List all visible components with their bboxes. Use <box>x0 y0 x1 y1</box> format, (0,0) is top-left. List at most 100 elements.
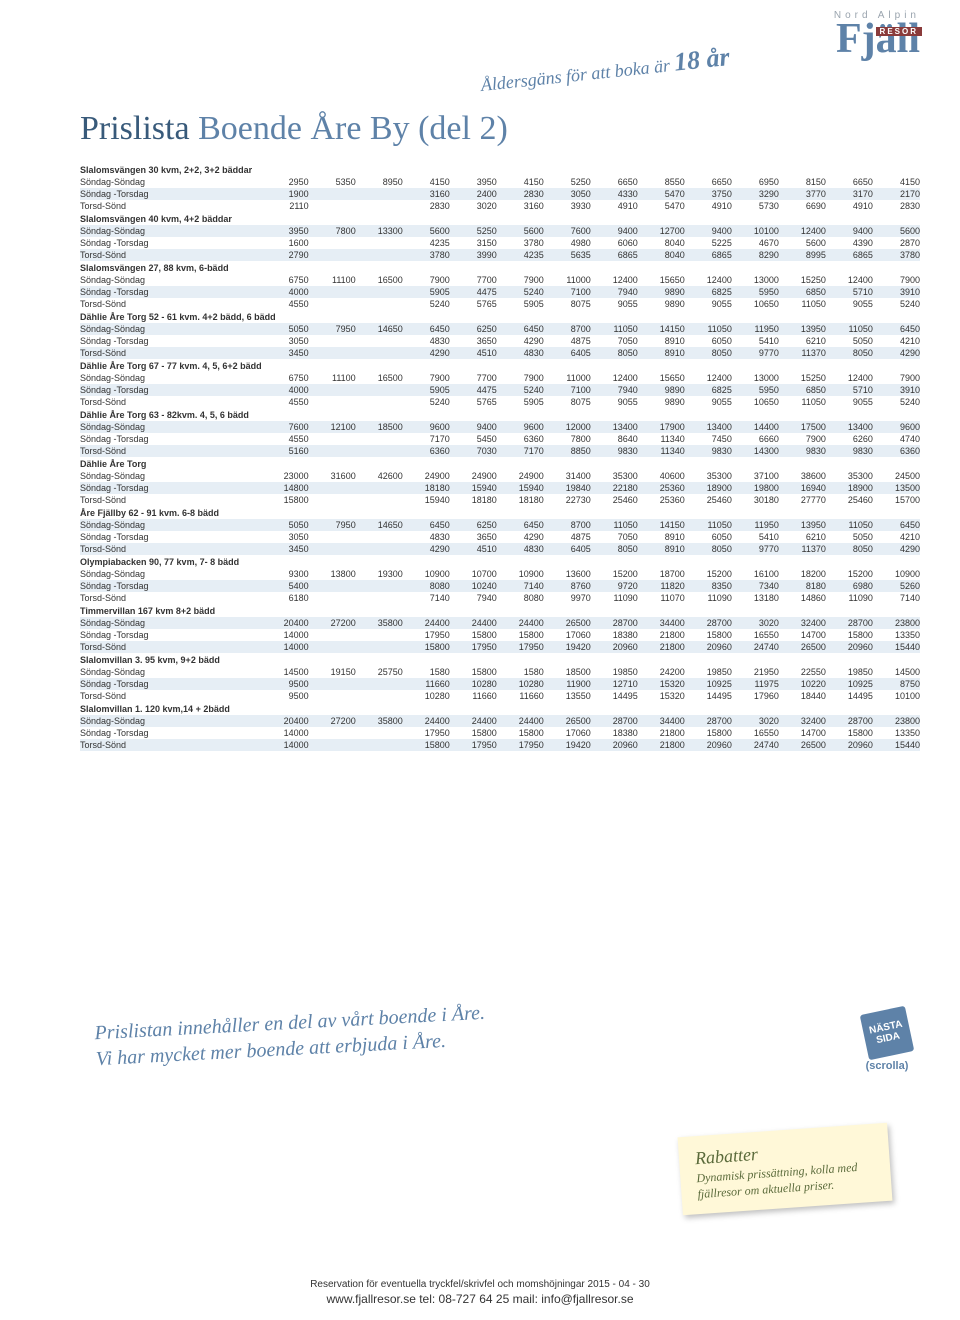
row-label: Söndag -Torsdag <box>80 678 262 690</box>
price-cell: 7140 <box>873 592 920 604</box>
price-cell: 11000 <box>544 372 591 384</box>
price-cell: 28700 <box>826 715 873 727</box>
table-row: Söndag-Söndag295053508950415039504150525… <box>80 176 920 188</box>
price-cell: 6260 <box>826 433 873 445</box>
price-cell <box>309 347 356 359</box>
price-cell: 3750 <box>685 188 732 200</box>
price-cell: 12100 <box>309 421 356 433</box>
price-cell: 4290 <box>497 531 544 543</box>
price-cell: 8700 <box>544 519 591 531</box>
row-label: Torsd-Sönd <box>80 494 262 506</box>
price-cell: 13400 <box>826 421 873 433</box>
price-cell: 9890 <box>638 384 685 396</box>
section-title: Åre Fjällby 62 - 91 kvm. 6-8 bädd <box>80 506 920 519</box>
section-header: Timmervillan 167 kvm 8+2 bädd <box>80 604 920 617</box>
row-label: Söndag-Söndag <box>80 323 262 335</box>
price-cell: 12400 <box>591 274 638 286</box>
price-cell: 5635 <box>544 249 591 261</box>
price-cell <box>309 237 356 249</box>
price-cell <box>309 200 356 212</box>
next-page[interactable]: NÄSTA SIDA (scrolla) <box>864 1010 910 1072</box>
price-cell: 3950 <box>450 176 497 188</box>
price-cell <box>356 629 403 641</box>
price-cell: 10240 <box>450 580 497 592</box>
price-cell: 3780 <box>403 249 450 261</box>
price-cell: 19850 <box>685 666 732 678</box>
price-cell: 2110 <box>262 200 309 212</box>
price-cell: 15200 <box>826 568 873 580</box>
price-cell: 11090 <box>826 592 873 604</box>
price-cell: 17900 <box>638 421 685 433</box>
row-label: Söndag -Torsdag <box>80 237 262 249</box>
table-row: Söndag-Söndag145001915025750158015800158… <box>80 666 920 678</box>
price-cell: 7900 <box>873 372 920 384</box>
price-cell: 8150 <box>779 176 826 188</box>
row-label: Torsd-Sönd <box>80 445 262 457</box>
price-cell: 13500 <box>873 482 920 494</box>
price-cell <box>309 629 356 641</box>
section-header: Slalomvillan 3. 95 kvm, 9+2 bädd <box>80 653 920 666</box>
row-label: Söndag -Torsdag <box>80 433 262 445</box>
price-cell: 6250 <box>450 519 497 531</box>
table-row: Söndag -Torsdag1400017950158001580017060… <box>80 629 920 641</box>
price-cell: 14400 <box>732 421 779 433</box>
price-cell: 9400 <box>450 421 497 433</box>
price-cell: 4740 <box>873 433 920 445</box>
price-cell: 5160 <box>262 445 309 457</box>
price-cell: 5050 <box>826 335 873 347</box>
price-cell: 11100 <box>309 372 356 384</box>
price-cell: 13000 <box>732 372 779 384</box>
price-cell: 6825 <box>685 384 732 396</box>
price-cell: 9600 <box>873 421 920 433</box>
price-cell: 2170 <box>873 188 920 200</box>
price-cell: 8995 <box>779 249 826 261</box>
price-cell: 2790 <box>262 249 309 261</box>
price-cell: 20400 <box>262 617 309 629</box>
price-cell: 7900 <box>497 372 544 384</box>
row-label: Söndag -Torsdag <box>80 531 262 543</box>
price-cell: 7170 <box>497 445 544 457</box>
price-cell: 5710 <box>826 286 873 298</box>
price-cell: 8910 <box>638 347 685 359</box>
table-row: Söndag-Söndag760012100185009600940096001… <box>80 421 920 433</box>
price-cell: 15650 <box>638 274 685 286</box>
section-header: Åre Fjällby 62 - 91 kvm. 6-8 bädd <box>80 506 920 519</box>
row-label: Torsd-Sönd <box>80 347 262 359</box>
price-cell: 9400 <box>826 225 873 237</box>
price-cell: 9830 <box>685 445 732 457</box>
row-label: Torsd-Sönd <box>80 690 262 702</box>
price-cell: 6660 <box>732 433 779 445</box>
table-row: Torsd-Sönd140001580017950179501942020960… <box>80 739 920 751</box>
price-cell: 18380 <box>591 727 638 739</box>
price-cell: 14495 <box>826 690 873 702</box>
price-cell: 9500 <box>262 690 309 702</box>
next-badge: NÄSTA SIDA <box>860 1006 915 1061</box>
price-cell: 19850 <box>591 666 638 678</box>
price-cell: 6450 <box>403 323 450 335</box>
price-cell: 24400 <box>450 617 497 629</box>
price-cell: 18180 <box>497 494 544 506</box>
price-cell: 10280 <box>497 678 544 690</box>
row-label: Torsd-Sönd <box>80 592 262 604</box>
header: Åldersgäns för att boka är 18 år Nord Al… <box>0 0 960 158</box>
logo-main-text: Fjäll <box>836 16 920 62</box>
table-row: Torsd-Sönd516063607030717088509830113409… <box>80 445 920 457</box>
row-label: Torsd-Sönd <box>80 396 262 408</box>
scrolla-label: (scrolla) <box>864 1060 910 1072</box>
price-cell: 3770 <box>779 188 826 200</box>
price-cell: 4235 <box>497 249 544 261</box>
table-row: Torsd-Sönd455052405765590580759055989090… <box>80 298 920 310</box>
price-cell: 15250 <box>779 274 826 286</box>
price-cell: 21800 <box>638 727 685 739</box>
price-cell: 15440 <box>873 641 920 653</box>
price-cell: 13600 <box>544 568 591 580</box>
price-cell: 19850 <box>826 666 873 678</box>
price-cell: 6405 <box>544 543 591 555</box>
price-cell: 2830 <box>497 188 544 200</box>
price-cell: 8700 <box>544 323 591 335</box>
price-cell: 3450 <box>262 543 309 555</box>
price-cell: 4290 <box>873 543 920 555</box>
price-cell: 12000 <box>544 421 591 433</box>
price-cell: 12400 <box>826 274 873 286</box>
price-cell: 16550 <box>732 629 779 641</box>
